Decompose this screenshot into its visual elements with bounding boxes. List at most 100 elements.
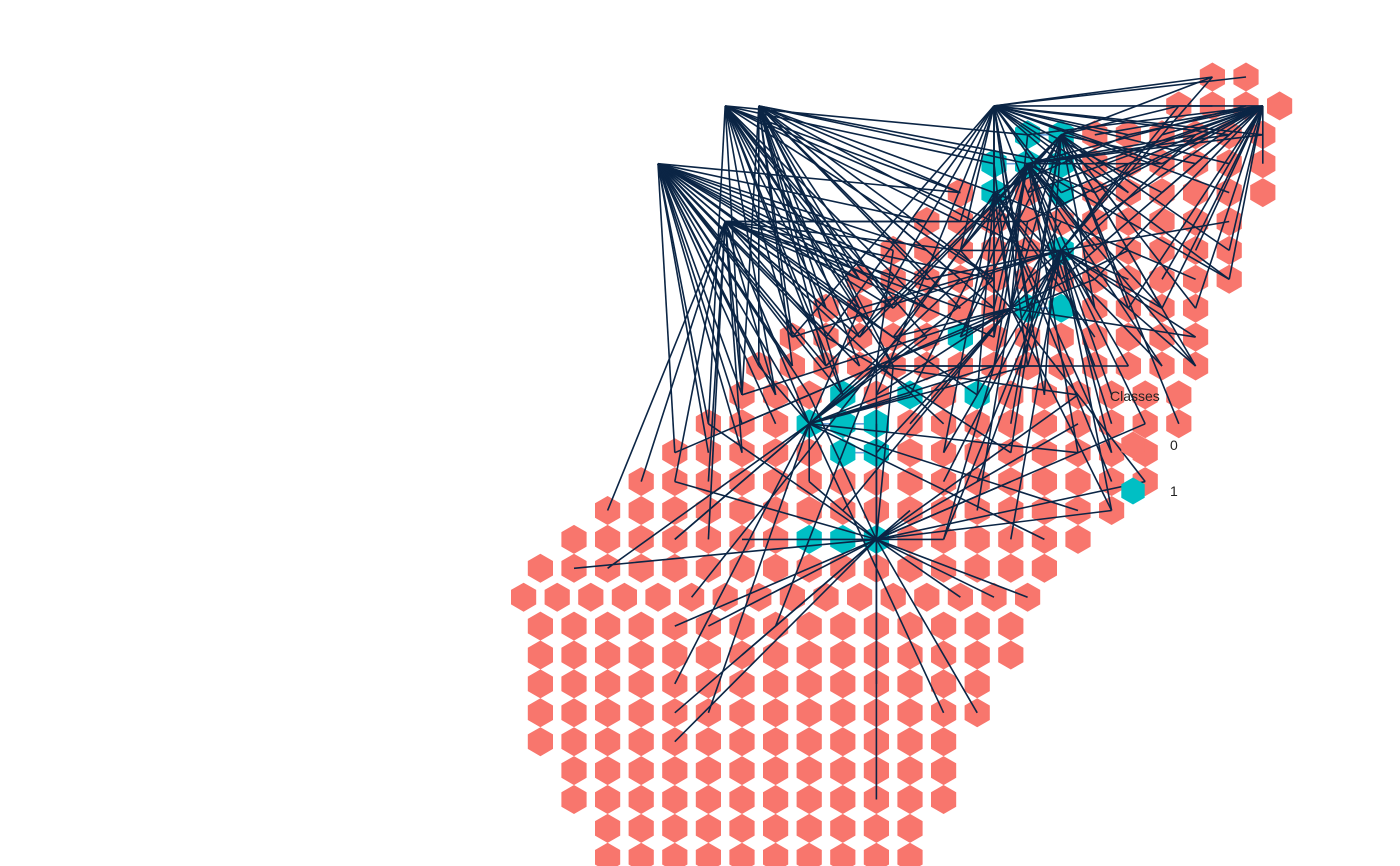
hub-link xyxy=(758,105,995,280)
hex-cell-class-0 xyxy=(561,756,587,786)
hex-cell-class-0 xyxy=(1250,178,1276,208)
hub-link xyxy=(606,221,726,511)
hub-link xyxy=(1161,105,1264,136)
hub-link xyxy=(724,105,743,395)
hex-cell-class-0 xyxy=(914,582,940,612)
hub-link xyxy=(993,192,1096,338)
hub-link xyxy=(942,192,995,453)
hex-cell-class-0 xyxy=(796,669,822,699)
hub-link xyxy=(724,221,743,453)
hex-cell-class-0 xyxy=(964,669,990,699)
hex-cell-class-0 xyxy=(897,438,923,468)
hub-link xyxy=(758,365,810,425)
hex-cell-class-0 xyxy=(662,842,688,866)
hub-link xyxy=(657,163,743,453)
hex-cell-class-0 xyxy=(729,698,755,728)
hub-link xyxy=(758,105,827,367)
hub-link xyxy=(758,105,995,309)
hex-cell-class-0 xyxy=(897,813,923,843)
hex-cell-class-0 xyxy=(897,640,923,670)
hub-link xyxy=(808,365,961,425)
hex-cell-class-0 xyxy=(729,813,755,843)
hub-link xyxy=(993,105,1046,396)
hub-link xyxy=(1026,250,1062,367)
hex-cell-class-0 xyxy=(830,698,856,728)
hex-cell-class-0 xyxy=(628,756,654,786)
hex-cell-class-0 xyxy=(796,640,822,670)
hex-cell-class-0 xyxy=(729,553,755,583)
hex-cell-class-0 xyxy=(712,582,738,612)
hub-link xyxy=(724,220,945,425)
hex-cell-class-0 xyxy=(830,640,856,670)
hex-cell-class-0 xyxy=(662,553,688,583)
hub-link xyxy=(724,105,777,396)
hex-cell-class-0 xyxy=(1166,380,1192,410)
hub-link xyxy=(724,105,894,309)
hex-cell-class-0 xyxy=(763,813,789,843)
hex-cell-class-0 xyxy=(595,611,621,641)
hub-link xyxy=(1026,163,1113,425)
hex-cell-class-0 xyxy=(779,582,805,612)
hex-cell-class-0 xyxy=(931,669,957,699)
hub-link xyxy=(993,105,1096,251)
hub-link xyxy=(707,423,877,541)
hex-cell-class-0 xyxy=(763,727,789,757)
hub-link xyxy=(707,221,726,540)
neighbor-links-major xyxy=(573,76,1264,800)
hex-cell-class-0 xyxy=(645,582,671,612)
hub-link xyxy=(1161,105,1264,165)
hex-cell-class-0 xyxy=(662,756,688,786)
hub-link xyxy=(959,105,995,222)
hub-link xyxy=(724,221,810,425)
hex-cell-class-0 xyxy=(561,785,587,814)
hub-link xyxy=(724,105,861,280)
hex-cell-class-0 xyxy=(964,611,990,641)
hex-cell-class-0 xyxy=(578,582,604,612)
hub-link xyxy=(875,365,1012,454)
hex-cell-class-0 xyxy=(662,640,688,670)
hub-link xyxy=(1027,163,1163,309)
hub-link xyxy=(876,538,1028,598)
hub-link xyxy=(808,423,1045,541)
hub-link xyxy=(674,365,877,454)
hex-cell-class-0 xyxy=(998,640,1024,670)
hub-link xyxy=(942,307,1012,540)
hex-cell-class-0 xyxy=(897,698,923,728)
hex-cell-class-0 xyxy=(527,611,553,641)
hub-link xyxy=(993,76,1247,107)
hub-link xyxy=(1010,134,1062,453)
hub-link xyxy=(808,365,1028,425)
hub-link xyxy=(1061,220,1230,252)
hub-link xyxy=(690,365,878,598)
legend-key-0 xyxy=(1110,422,1156,468)
hub-link xyxy=(774,365,878,627)
hub-link xyxy=(808,423,1079,512)
hex-cell-class-0 xyxy=(595,842,621,866)
hub-link xyxy=(657,163,810,396)
hex-cell-class-0 xyxy=(561,640,587,670)
hub-link xyxy=(1060,134,1096,309)
hub-link xyxy=(724,105,861,338)
hub-link xyxy=(1026,163,1079,453)
hub-link xyxy=(657,163,777,425)
hex-cell-class-0 xyxy=(998,553,1024,583)
hex-cell-class-0 xyxy=(695,785,721,814)
hub-link xyxy=(1027,105,1263,136)
hex-cell-class-0 xyxy=(796,756,822,786)
hub-link xyxy=(993,105,1129,194)
hub-link xyxy=(875,365,894,540)
hub-link xyxy=(724,105,844,396)
hex-cell-class-0 xyxy=(662,785,688,814)
hex-cell-class-0 xyxy=(595,727,621,757)
hex-cell-class-0 xyxy=(1132,380,1158,410)
hub-link xyxy=(791,105,995,338)
hub-link xyxy=(657,163,743,425)
hex-cell-class-0 xyxy=(1031,409,1057,439)
hub-link xyxy=(573,538,877,570)
hex-cell-class-0 xyxy=(830,669,856,699)
hex-cell-class-0 xyxy=(595,813,621,843)
hub-link xyxy=(1043,134,1062,395)
hex-cell-class-0 xyxy=(830,467,856,497)
hex-cell-class-0 xyxy=(813,582,839,612)
